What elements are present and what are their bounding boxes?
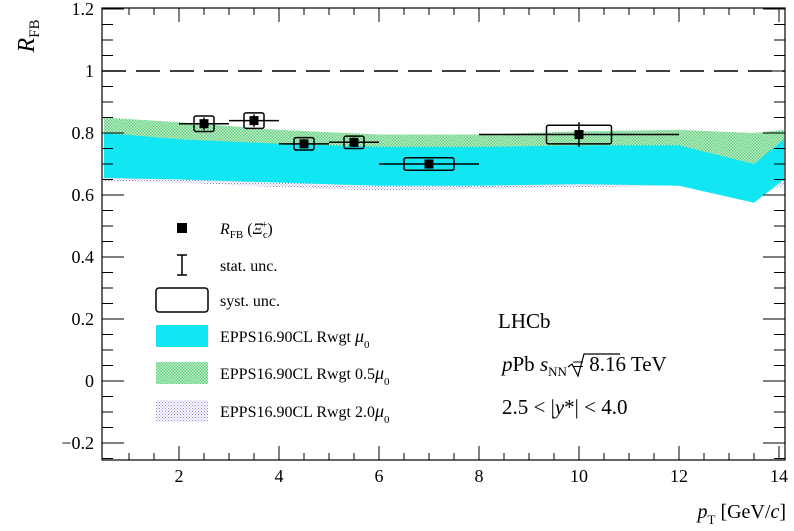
syst-box [243, 112, 265, 130]
y-tick-label: 0 [85, 371, 94, 391]
marker [199, 119, 209, 129]
legend-label-data: RFB (Ξc+) [219, 220, 273, 241]
legend-label-syst: syst. unc. [220, 293, 280, 310]
marker [249, 116, 259, 126]
x-tick-label: 8 [475, 466, 484, 486]
x-tick-label: 14 [770, 466, 788, 486]
y-tick-label: 0.6 [72, 185, 95, 205]
legend-label-mu0: EPPS16.90CL Rwgt μ0 [220, 326, 370, 351]
plot-frame [101, 7, 786, 461]
axes: 2 4 6 8 10 12 14 −0.2 0 0.2 0.4 0.6 0.8 1 1.2 [61, 0, 788, 486]
marker [349, 137, 359, 147]
legend-marker-data [177, 223, 187, 233]
data-point [379, 157, 479, 171]
annotation-rapidity: 2.5 < |y*| < 4.0 [502, 395, 627, 419]
data-point [179, 115, 229, 133]
band-2 [104, 133, 784, 203]
y-tick-label: 1 [85, 61, 94, 81]
marker [424, 159, 434, 169]
data-points [179, 112, 679, 171]
data-point [329, 135, 379, 150]
legend-label-0.5mu0: EPPS16.90CL Rwgt 0.5μ0 [220, 363, 390, 388]
sqrt-sign [567, 353, 620, 378]
data-point [229, 112, 279, 130]
x-tick-label: 6 [375, 466, 384, 486]
y-tick-label: 0.8 [72, 123, 95, 143]
syst-box [545, 124, 613, 145]
data-point [279, 136, 329, 151]
y-tick-label: 0.2 [72, 309, 95, 329]
y-tick-label: −0.2 [61, 433, 94, 453]
y-tick-label: 0.4 [72, 247, 95, 267]
x-tick-label: 10 [570, 466, 588, 486]
marker [299, 139, 309, 149]
legend-swatch-mu0 [156, 325, 208, 347]
legend: RFB (Ξc+) stat. unc. syst. unc. EPPS16.90CL… [155, 220, 390, 426]
y-tick-label: 1.2 [72, 0, 95, 19]
x-tick-label: 4 [275, 466, 284, 486]
legend-label-2mu0: EPPS16.90CL Rwgt 2.0μ0 [220, 401, 390, 426]
syst-box [343, 135, 365, 150]
syst-box [403, 157, 455, 171]
legend-swatch-0.5mu0 [156, 362, 208, 384]
x-axis-label: pT [GeV/c] [696, 501, 787, 527]
syst-box [193, 115, 215, 133]
x-tick-label: 12 [670, 466, 688, 486]
legend-marker-syst [155, 287, 209, 313]
annotation-lhcb: LHCb [498, 309, 551, 333]
x-tick-label: 2 [175, 466, 184, 486]
theory-bands [104, 117, 784, 203]
y-axis-label: RFB [14, 19, 43, 53]
legend-label-stat: stat. unc. [220, 258, 277, 275]
data-point [479, 122, 679, 147]
syst-box [293, 136, 315, 151]
marker [574, 130, 584, 140]
legend-swatch-2mu0 [156, 400, 208, 422]
